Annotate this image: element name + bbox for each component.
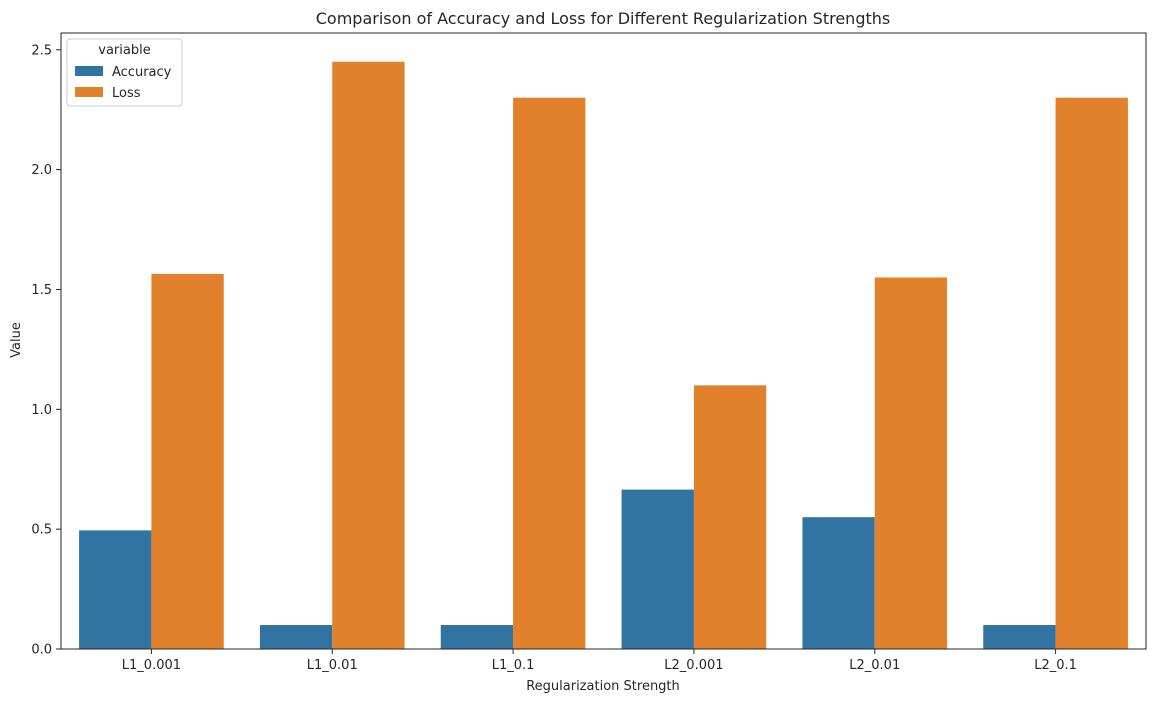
y-tick-label: 2.0	[31, 163, 52, 178]
bar-accuracy-l1-0-01	[259, 625, 333, 649]
x-tick-label: L1_0.1	[492, 658, 535, 673]
bar-loss-l2-0-01	[874, 277, 948, 649]
legend-label-accuracy: Accuracy	[112, 65, 172, 80]
bar-loss-l1-0-001	[151, 273, 224, 649]
y-tick-label: 2.5	[31, 43, 52, 58]
x-tick-label: L1_0.01	[307, 658, 358, 673]
legend: variable Accuracy Loss	[66, 38, 183, 107]
x-tick-label: L1_0.001	[122, 658, 181, 673]
bar-loss-l2-0-001	[693, 385, 767, 649]
bar-accuracy-l2-0-001	[621, 489, 694, 649]
chart-title: Comparison of Accuracy and Loss for Diff…	[316, 9, 890, 28]
y-tick-label: 1.5	[31, 283, 52, 298]
y-axis-title: Value	[9, 322, 24, 358]
bar-accuracy-l2-0-01	[802, 517, 875, 649]
legend-label-loss: Loss	[112, 86, 141, 101]
y-tick-label: 1.0	[31, 403, 52, 418]
x-tick-label: L2_0.1	[1034, 658, 1077, 673]
plot-frame	[60, 32, 1147, 650]
bar-accuracy-l1-0-001	[79, 530, 152, 649]
bars-layer	[79, 61, 1128, 650]
y-tick-label: 0.5	[31, 523, 52, 538]
x-tick-label: L2_0.01	[849, 658, 900, 673]
bar-loss-l2-0-1	[1055, 97, 1128, 650]
y-axis: 0.0 0.5 1.0 1.5 2.0 2.5	[31, 43, 61, 658]
bar-accuracy-l1-0-1	[440, 625, 514, 649]
bar-accuracy-l2-0-1	[983, 625, 1056, 649]
x-tick-label: L2_0.001	[664, 658, 723, 673]
legend-swatch-loss	[75, 87, 103, 97]
y-tick-label: 0.0	[31, 643, 52, 658]
x-axis-title: Regularization Strength	[526, 679, 680, 694]
legend-swatch-accuracy	[75, 66, 103, 76]
bar-loss-l1-0-01	[332, 61, 405, 649]
legend-title: variable	[98, 43, 150, 58]
x-axis: L1_0.001 L1_0.01 L1_0.1 L2_0.001 L2_0.01 L2_0…	[122, 649, 1077, 673]
bar-loss-l1-0-1	[513, 97, 586, 650]
